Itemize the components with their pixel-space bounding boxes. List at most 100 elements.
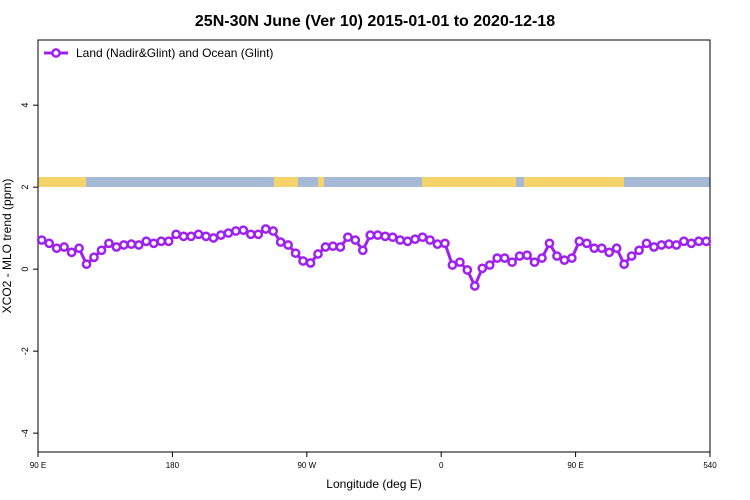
data-point bbox=[574, 236, 585, 247]
data-point bbox=[305, 258, 316, 268]
data-point bbox=[686, 238, 697, 249]
land-ocean-strip bbox=[38, 177, 710, 187]
data-point bbox=[313, 249, 323, 259]
land-band bbox=[38, 177, 86, 187]
data-point bbox=[611, 243, 622, 254]
data-point bbox=[126, 239, 137, 250]
data-point bbox=[238, 225, 249, 236]
data-point bbox=[66, 247, 77, 258]
data-point bbox=[298, 256, 308, 266]
data-point bbox=[499, 253, 510, 263]
data-point bbox=[365, 230, 376, 240]
land-band bbox=[318, 177, 324, 187]
data-point bbox=[231, 226, 241, 236]
data-point bbox=[111, 242, 122, 252]
data-point bbox=[477, 263, 488, 274]
data-point bbox=[514, 251, 525, 261]
data-point bbox=[432, 239, 443, 250]
data-point bbox=[350, 235, 361, 245]
data-point bbox=[148, 238, 159, 249]
data-point bbox=[671, 240, 682, 250]
data-point bbox=[89, 252, 99, 263]
x-tick-label: 0 bbox=[439, 461, 444, 470]
data-point bbox=[178, 231, 189, 242]
data-point bbox=[522, 250, 532, 261]
data-point bbox=[664, 239, 674, 250]
data-point bbox=[119, 240, 129, 250]
data-point bbox=[163, 236, 174, 247]
data-point bbox=[649, 242, 659, 252]
data-point bbox=[537, 253, 547, 263]
y-tick-label: 0 bbox=[20, 267, 30, 272]
data-point bbox=[268, 226, 279, 236]
x-tick-label: 90 E bbox=[30, 461, 46, 470]
data-point bbox=[626, 251, 637, 261]
legend-marker bbox=[51, 48, 61, 58]
data-point bbox=[462, 265, 473, 275]
data-point bbox=[395, 235, 405, 245]
data-point bbox=[253, 229, 264, 240]
data-point bbox=[410, 234, 420, 245]
data-point bbox=[290, 248, 301, 259]
data-point bbox=[581, 238, 592, 249]
data-point bbox=[634, 245, 644, 256]
data-point bbox=[417, 232, 428, 243]
data-point bbox=[59, 242, 69, 252]
data-point bbox=[679, 236, 689, 247]
land-band bbox=[422, 177, 516, 187]
legend-label: Land (Nadir&Glint) and Ocean (Glint) bbox=[76, 46, 273, 60]
land-band bbox=[274, 177, 298, 187]
plot-frame bbox=[37, 39, 711, 453]
data-point bbox=[283, 240, 293, 250]
data-point bbox=[380, 231, 391, 242]
data-point bbox=[328, 241, 338, 252]
data-point bbox=[320, 242, 331, 252]
x-tick-label: 90 W bbox=[297, 461, 316, 470]
data-point bbox=[343, 232, 353, 243]
data-point bbox=[507, 257, 517, 268]
data-point bbox=[104, 238, 114, 249]
y-tick-label: -4 bbox=[20, 429, 30, 437]
y-axis-title: XCO2 - MLO trend (ppm) bbox=[0, 179, 14, 314]
data-point bbox=[455, 257, 465, 268]
y-tick-label: 2 bbox=[20, 185, 30, 190]
data-point bbox=[693, 236, 704, 247]
data-point bbox=[357, 245, 368, 256]
data-point bbox=[81, 259, 92, 270]
data-point bbox=[51, 243, 62, 254]
data-point bbox=[641, 238, 652, 249]
data-point bbox=[596, 243, 607, 254]
data-point bbox=[372, 230, 383, 240]
data-point bbox=[223, 228, 234, 238]
data-point bbox=[201, 231, 211, 242]
data-point bbox=[589, 243, 600, 254]
data-point bbox=[387, 232, 398, 243]
data-point bbox=[567, 253, 577, 263]
data-point bbox=[171, 229, 181, 240]
data-point bbox=[425, 235, 435, 245]
y-tick-label: 4 bbox=[20, 103, 30, 108]
data-point bbox=[402, 236, 413, 247]
x-axis-title: Longitude (deg E) bbox=[326, 477, 421, 491]
chart-title: 25N-30N June (Ver 10) 2015-01-01 to 2020… bbox=[195, 13, 555, 30]
data-point bbox=[492, 253, 503, 263]
data-point bbox=[74, 243, 84, 254]
data-point bbox=[552, 251, 562, 261]
data-point bbox=[245, 229, 256, 240]
data-point bbox=[260, 224, 271, 234]
data-point bbox=[335, 242, 346, 252]
data-point bbox=[440, 238, 450, 249]
data-point bbox=[701, 236, 712, 247]
data-point bbox=[559, 255, 570, 265]
data-point bbox=[186, 231, 196, 242]
land-band bbox=[524, 177, 624, 187]
data-point bbox=[604, 247, 615, 258]
data-point bbox=[275, 237, 286, 247]
data-point bbox=[141, 236, 152, 247]
data-point bbox=[484, 260, 495, 270]
x-tick-label: 90 E bbox=[567, 461, 583, 470]
data-point bbox=[619, 259, 629, 270]
x-tick-label: 540 bbox=[703, 461, 717, 470]
data-point bbox=[544, 238, 555, 249]
